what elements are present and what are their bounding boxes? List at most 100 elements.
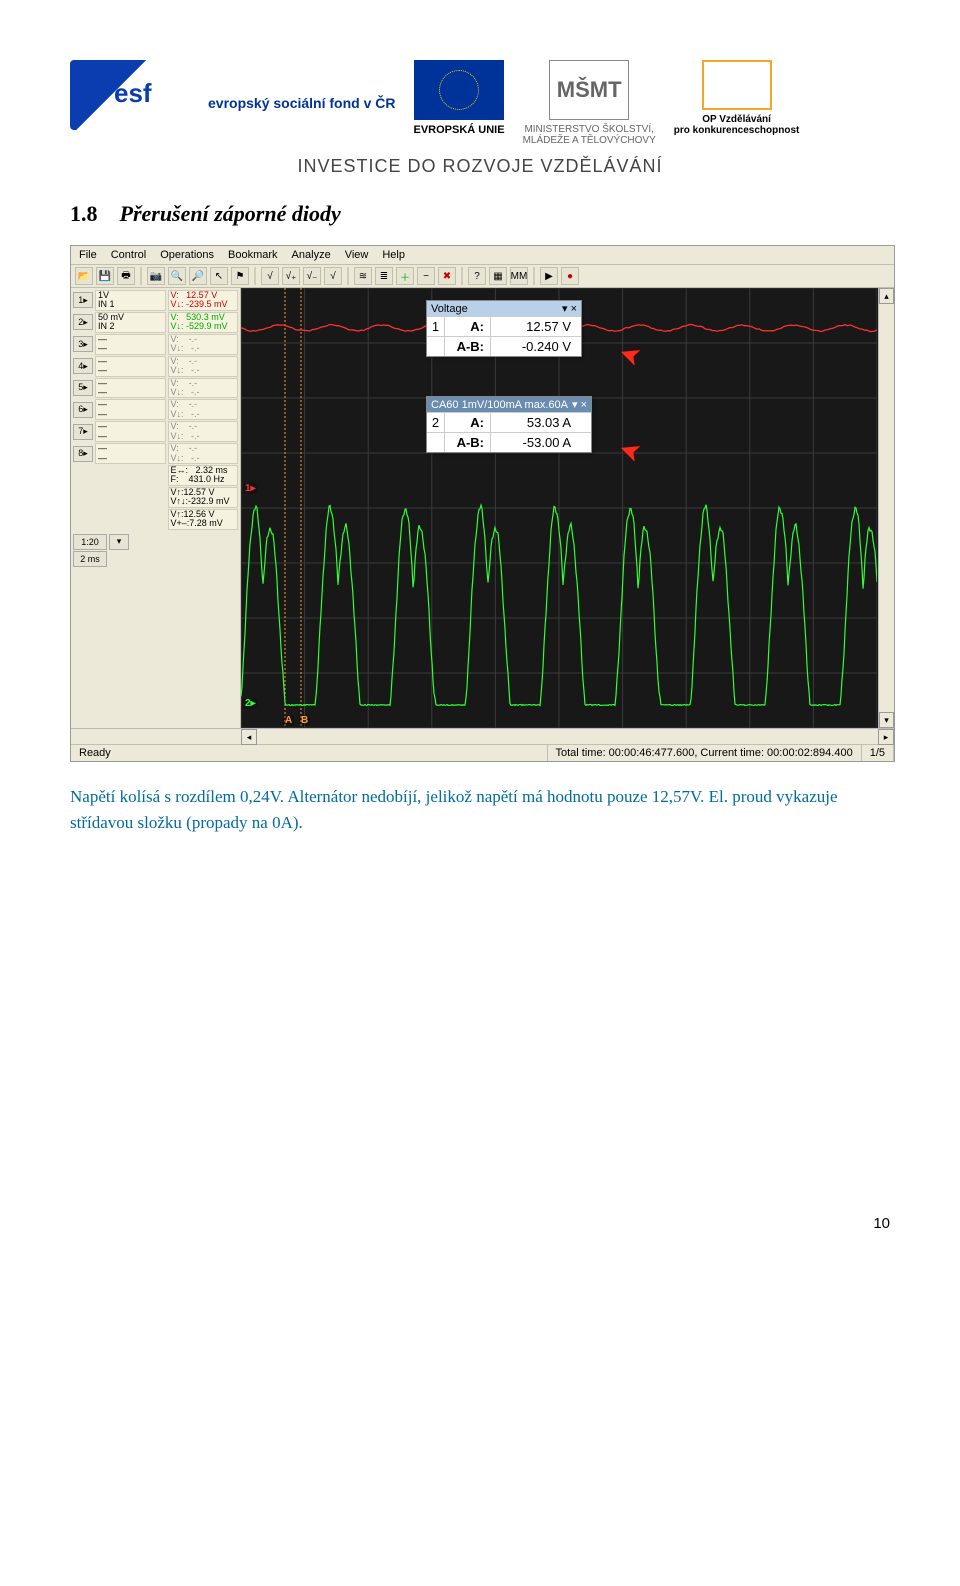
x-red-icon[interactable]: ✖ <box>438 267 456 285</box>
camera-icon[interactable]: 📷 <box>147 267 165 285</box>
channel-readout: V: -.-V↓: -.- <box>168 443 239 464</box>
readout-row: A-B:-0.240 V <box>427 336 581 356</box>
record-icon[interactable]: ● <box>561 267 579 285</box>
pulse-v-icon[interactable]: √ <box>261 267 279 285</box>
root2-icon[interactable]: √₋ <box>303 267 321 285</box>
statusbar: Ready Total time: 00:00:46:477.600, Curr… <box>71 744 894 761</box>
channel-readout: V: 530.3 mVV↓: -529.9 mV <box>168 312 239 333</box>
channel-readout: V: -.-V↓: -.- <box>168 356 239 377</box>
timediv-btn[interactable]: 2 ms <box>73 551 107 567</box>
channel-row: 1▸1V IN 1V: 12.57 VV↓: -239.5 mV <box>73 290 238 311</box>
readout-title[interactable]: CA60 1mV/100mA max.60A▾ × <box>427 397 591 412</box>
readout-row: A-B:-53.00 A <box>427 432 591 452</box>
folder-open-icon[interactable]: 📂 <box>75 267 93 285</box>
msmt-label2: MLÁDEŽE A TĚLOVÝCHOVY <box>523 135 656 146</box>
channel-scale: — — <box>95 334 166 355</box>
eu-flag-icon <box>414 60 504 120</box>
channel-select-btn[interactable]: 6▸ <box>73 402 93 418</box>
dropdown-icon[interactable]: ▾ <box>572 399 578 411</box>
menu-file[interactable]: File <box>79 249 97 261</box>
channel-select-btn[interactable]: 3▸ <box>73 336 93 352</box>
section-heading: Přerušení záporné diody <box>120 201 341 226</box>
menu-analyze[interactable]: Analyze <box>292 249 331 261</box>
op-logo-icon <box>702 60 772 110</box>
esf-text: evropský sociální fond v ČR <box>208 95 396 111</box>
invest-slogan: INVESTICE DO ROZVOJE VZDĚLÁVÁNÍ <box>70 156 890 177</box>
voltage-readout-box[interactable]: Voltage▾ ×1A:12.57 VA-B:-0.240 V <box>426 300 582 357</box>
zoom-ratio-btn[interactable]: 1:20 <box>73 534 107 550</box>
channel-readout: V: -.-V↓: -.- <box>168 334 239 355</box>
grid-icon[interactable]: ▦ <box>489 267 507 285</box>
extra-readout: V↑:12.57 V V↑↓:-232.9 mV <box>168 487 239 508</box>
scroll-left-icon[interactable]: ◂ <box>241 729 257 745</box>
trace-marker-ch1[interactable]: 1▸ <box>243 483 258 494</box>
tag-mm-icon[interactable]: MM <box>510 267 528 285</box>
esf-logo <box>70 60 190 130</box>
zoom-out-icon[interactable]: 🔎 <box>189 267 207 285</box>
menu-help[interactable]: Help <box>382 249 405 261</box>
channel-select-btn[interactable]: 7▸ <box>73 424 93 440</box>
scroll-track[interactable] <box>257 729 878 744</box>
help-icon[interactable]: ? <box>468 267 486 285</box>
scroll-up-icon[interactable]: ▴ <box>879 288 894 304</box>
header-logos: evropský sociální fond v ČR EVROPSKÁ UNI… <box>70 60 890 146</box>
channel-scale: — — <box>95 443 166 464</box>
menu-control[interactable]: Control <box>111 249 146 261</box>
menu-view[interactable]: View <box>345 249 369 261</box>
dropdown-icon[interactable]: ▾ <box>562 303 568 315</box>
figure-caption: Napětí kolísá s rozdílem 0,24V. Alternát… <box>70 784 890 835</box>
zoom-in-icon[interactable]: 🔍 <box>168 267 186 285</box>
channel-select-btn[interactable]: 2▸ <box>73 314 93 330</box>
status-ready: Ready <box>71 745 548 761</box>
msmt-block: MŠMT MINISTERSTVO ŠKOLSTVÍ, MLÁDEŽE A TĚ… <box>523 60 656 146</box>
menu-bookmark[interactable]: Bookmark <box>228 249 278 261</box>
esf-logo-block <box>70 60 190 130</box>
filter-icon[interactable]: ≋ <box>354 267 372 285</box>
scroll-down-icon[interactable]: ▾ <box>879 712 894 728</box>
channel-readout: V: -.-V↓: -.- <box>168 378 239 399</box>
close-icon[interactable]: × <box>571 303 577 315</box>
scroll-right-icon[interactable]: ▸ <box>878 729 894 745</box>
channel-row: 4▸— —V: -.-V↓: -.- <box>73 356 238 377</box>
channel-select-btn[interactable]: 5▸ <box>73 380 93 396</box>
cursor-marker-a[interactable]: A <box>283 715 294 726</box>
msmt-logo-icon: MŠMT <box>549 60 629 120</box>
print-icon[interactable]: 🖶 <box>117 267 135 285</box>
plus-green-icon[interactable]: ＋ <box>396 267 414 285</box>
play-icon[interactable]: ▶ <box>540 267 558 285</box>
list-icon[interactable]: ≣ <box>375 267 393 285</box>
readout-title[interactable]: Voltage▾ × <box>427 301 581 316</box>
cursor-icon[interactable]: ↖ <box>210 267 228 285</box>
scope-app-window: File Control Operations Bookmark Analyze… <box>70 245 895 762</box>
readout-row: 1A:12.57 V <box>427 316 581 336</box>
close-icon[interactable]: × <box>581 399 587 411</box>
channel-scale: 1V IN 1 <box>95 290 166 311</box>
channel-row: 5▸— —V: -.-V↓: -.- <box>73 378 238 399</box>
op-label1: OP Vzdělávání <box>702 114 771 125</box>
flag-icon[interactable]: ⚑ <box>231 267 249 285</box>
root3-icon[interactable]: √ <box>324 267 342 285</box>
channel-scale: — — <box>95 356 166 377</box>
save-icon[interactable]: 💾 <box>96 267 114 285</box>
page-number: 10 <box>70 1215 890 1232</box>
section-title: 1.8 Přerušení záporné diody <box>70 201 890 227</box>
menu-operations[interactable]: Operations <box>160 249 214 261</box>
horizontal-scrollbar[interactable]: ◂ ▸ <box>71 728 894 744</box>
vertical-scrollbar[interactable]: ▴ ▾ <box>878 288 894 728</box>
eu-logo-block: EVROPSKÁ UNIE <box>414 60 505 136</box>
root1-icon[interactable]: √₊ <box>282 267 300 285</box>
status-time: Total time: 00:00:46:477.600, Current ti… <box>548 745 862 761</box>
channel-select-btn[interactable]: 4▸ <box>73 358 93 374</box>
msmt-label1: MINISTERSTVO ŠKOLSTVÍ, <box>524 124 653 135</box>
channel-scale: — — <box>95 399 166 420</box>
op-label2: pro konkurenceschopnost <box>674 125 800 136</box>
minus-icon[interactable]: − <box>417 267 435 285</box>
zoom-dropdown-icon[interactable]: ▾ <box>109 534 129 550</box>
channel-select-btn[interactable]: 1▸ <box>73 292 93 308</box>
trace-marker-ch2[interactable]: 2▸ <box>243 698 258 709</box>
section-number: 1.8 <box>70 201 98 226</box>
channel-select-btn[interactable]: 8▸ <box>73 446 93 462</box>
cursor-marker-b[interactable]: B <box>299 715 310 726</box>
plot-area[interactable]: Voltage▾ ×1A:12.57 VA-B:-0.240 V CA60 1m… <box>241 288 894 728</box>
current-readout-box[interactable]: CA60 1mV/100mA max.60A▾ ×2A:53.03 AA-B:-… <box>426 396 592 453</box>
